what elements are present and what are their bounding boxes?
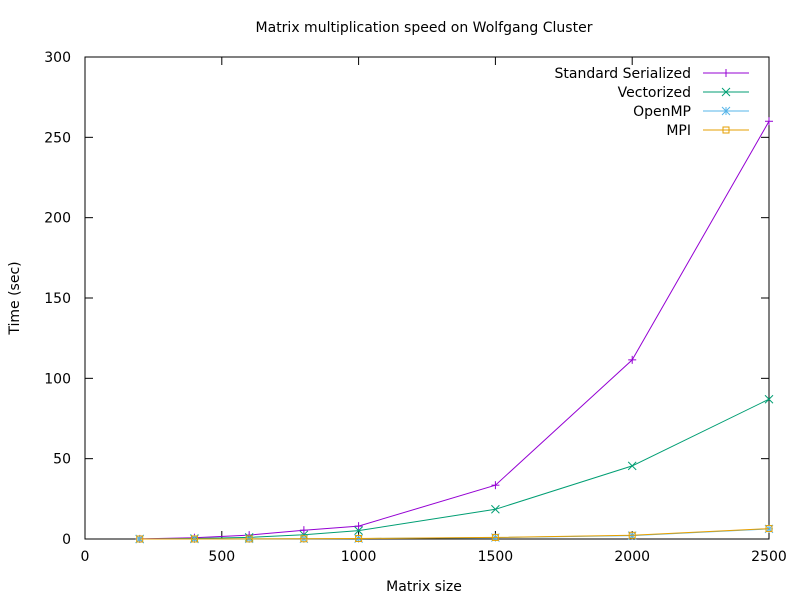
- chart-title: Matrix multiplication speed on Wolfgang …: [256, 20, 593, 36]
- x-tick-label: 2500: [751, 549, 787, 565]
- data-point: [765, 525, 773, 533]
- series-line: [139, 121, 770, 540]
- legend-entry: MPI: [666, 123, 749, 139]
- y-axis-ticks: 0 50 100 150 200 250 300: [44, 50, 769, 548]
- data-point: [765, 117, 773, 126]
- y-tick-label: 0: [62, 532, 71, 548]
- legend-marker: [722, 126, 730, 134]
- data-point: [628, 531, 636, 539]
- x-axis-label: Matrix size: [386, 579, 462, 595]
- legend-marker: [722, 69, 730, 77]
- y-tick-label: 300: [44, 50, 71, 66]
- x-tick-label: 500: [208, 549, 235, 565]
- series-line: [139, 398, 770, 540]
- y-tick-label: 200: [44, 211, 71, 227]
- y-tick-label: 50: [53, 452, 71, 468]
- data-point: [354, 526, 363, 535]
- legend-entry: Standard Serialized: [555, 66, 749, 82]
- data-point: [136, 535, 144, 543]
- data-point: [299, 526, 308, 535]
- legend-entry: Vectorized: [618, 85, 749, 101]
- data-point: [627, 461, 637, 471]
- data-point: [355, 535, 363, 543]
- series-mpi: [136, 525, 773, 543]
- x-tick-label: 0: [81, 549, 90, 565]
- data-point: [190, 535, 198, 543]
- x-tick-label: 1500: [478, 549, 514, 565]
- series-line: [139, 528, 770, 540]
- data-point: [491, 504, 500, 514]
- data-point: [354, 522, 363, 531]
- y-tick-label: 250: [44, 130, 71, 146]
- y-tick-label: 100: [44, 371, 71, 387]
- data-point: [491, 533, 499, 541]
- data-point: [491, 481, 500, 490]
- legend-label: Standard Serialized: [555, 66, 692, 82]
- legend: Standard Serialized Vectorized OpenMP MPI: [555, 66, 749, 139]
- data-point: [764, 394, 774, 404]
- legend-label: MPI: [666, 123, 691, 139]
- series-layer: [135, 117, 774, 544]
- data-point: [300, 535, 308, 543]
- data-point: [628, 355, 637, 364]
- legend-marker: [721, 87, 731, 97]
- x-tick-label: 1000: [341, 549, 377, 565]
- legend-label: OpenMP: [633, 104, 691, 120]
- data-point: [245, 535, 253, 543]
- y-axis-label: Time (sec): [7, 261, 23, 335]
- y-tick-label: 150: [44, 291, 71, 307]
- legend-entry: OpenMP: [633, 104, 749, 120]
- legend-label: Vectorized: [618, 85, 691, 101]
- legend-marker: [721, 106, 731, 116]
- x-tick-label: 2000: [614, 549, 650, 565]
